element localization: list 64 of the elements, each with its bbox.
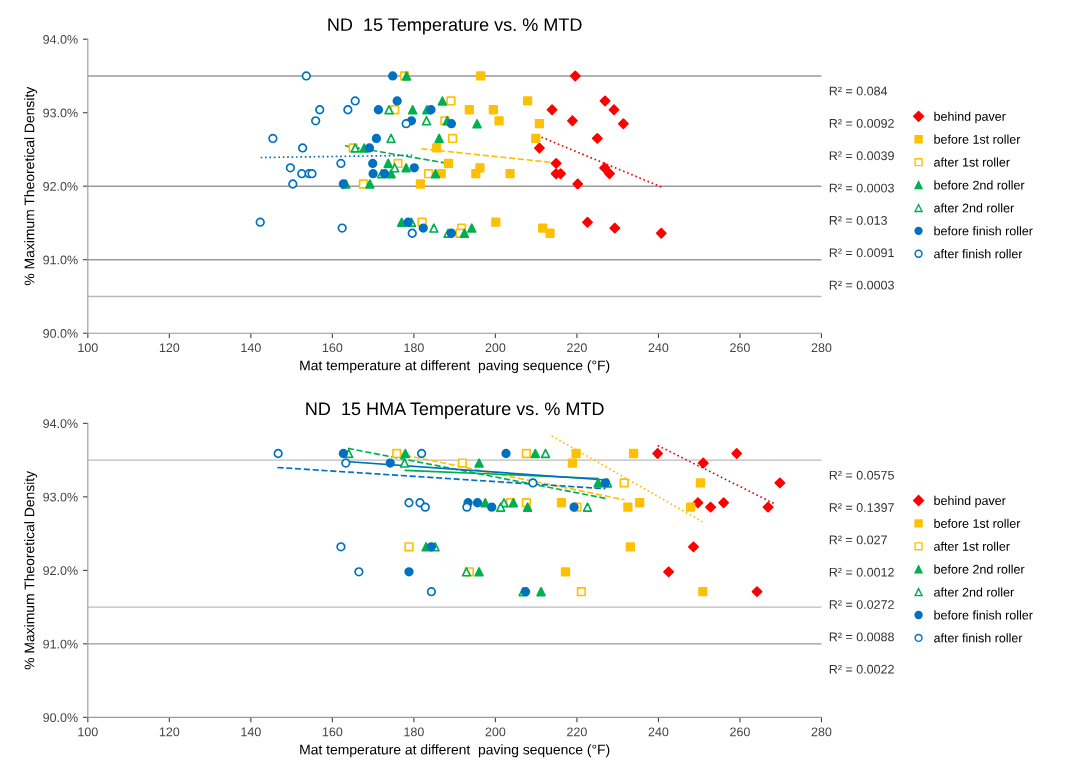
- legend-label: before 2nd roller: [934, 180, 1025, 190]
- x-tick-label: 160: [322, 343, 343, 353]
- legend-label: after finish roller: [934, 633, 1023, 643]
- text: R² = 0.0039: [829, 151, 894, 161]
- x-tick-label: 140: [241, 343, 261, 353]
- x-tick-label: 260: [730, 343, 750, 353]
- y-axis-title: % Maximum Theoretical Density: [24, 86, 38, 286]
- legend-label: behind paver: [934, 111, 1006, 124]
- x-tick-label: 100: [78, 727, 98, 737]
- x-tick-label: 120: [159, 343, 180, 353]
- text: R² = 0.013: [829, 215, 887, 225]
- x-tick-label: 180: [404, 343, 424, 353]
- chart-title: ND 15 Temperature vs. % MTD: [328, 18, 582, 35]
- chart-title: ND 15 HMA Temperature vs. % MTD: [306, 402, 604, 419]
- x-tick-label: 240: [648, 727, 669, 737]
- text: R² = 0.084: [829, 86, 888, 96]
- y-tick-label: 92.0%: [43, 566, 78, 576]
- legend-label: after 2nd roller: [934, 587, 1014, 597]
- y-tick-label: 91.0%: [43, 255, 78, 265]
- legend-label: before 1st roller: [934, 518, 1021, 528]
- legend-label: before finish roller: [934, 610, 1033, 620]
- y-tick-label: 90.0%: [43, 713, 78, 723]
- x-tick-label: 140: [241, 727, 261, 737]
- x-tick-label: 280: [811, 343, 832, 353]
- x-tick-label: 180: [404, 727, 424, 737]
- x-tick-label: 260: [730, 727, 750, 737]
- text: R² = 0.0003: [829, 183, 894, 193]
- text: R² = 0.0575: [829, 470, 894, 480]
- legend-label: after finish roller: [934, 249, 1023, 259]
- x-tick-label: 200: [485, 727, 506, 737]
- x-tick-label: 160: [322, 727, 343, 737]
- legend-label: after 1st roller: [934, 541, 1010, 551]
- y-tick-label: 90.0%: [43, 329, 78, 338]
- x-tick-label: 100: [78, 343, 98, 353]
- y-tick-label: 91.0%: [43, 639, 78, 649]
- x-tick-label: 240: [648, 343, 669, 353]
- text: R² = 0.0003: [829, 280, 894, 290]
- y-tick-label: 93.0%: [43, 492, 78, 502]
- legend-label: after 2nd roller: [934, 203, 1014, 213]
- text: R² = 0.027: [829, 535, 887, 545]
- text: R² = 0.0012: [829, 567, 894, 577]
- text: R² = 0.0088: [829, 632, 894, 642]
- x-tick-label: 220: [567, 343, 587, 353]
- x-tick-label: 280: [811, 727, 832, 737]
- x-tick-label: 220: [567, 727, 587, 737]
- y-tick-label: 94.0%: [43, 419, 78, 429]
- legend-label: behind paver: [934, 495, 1006, 508]
- x-axis-title: Mat temperature at different paving sequence (°F): [300, 360, 610, 374]
- x-tick-label: 120: [159, 727, 180, 737]
- legend-label: after 1st roller: [934, 157, 1010, 167]
- text: R² = 0.0022: [829, 664, 894, 674]
- legend-label: before finish roller: [934, 226, 1033, 236]
- y-tick-label: 93.0%: [43, 108, 78, 118]
- x-tick-label: 200: [485, 343, 506, 353]
- y-tick-label: 92.0%: [43, 182, 78, 191]
- legend-label: before 2nd roller: [934, 564, 1025, 574]
- text: R² = 0.0092: [829, 118, 894, 128]
- text: R² = 0.1397: [829, 503, 894, 512]
- text: R² = 0.0091: [829, 248, 894, 258]
- x-axis-title: Mat temperature at different paving sequence (°F): [300, 744, 610, 758]
- text: R² = 0.0272: [829, 600, 894, 609]
- y-tick-label: 94.0%: [43, 35, 78, 44]
- y-axis-title: % Maximum Theoretical Density: [24, 470, 38, 670]
- legend-label: before 1st roller: [934, 134, 1021, 144]
